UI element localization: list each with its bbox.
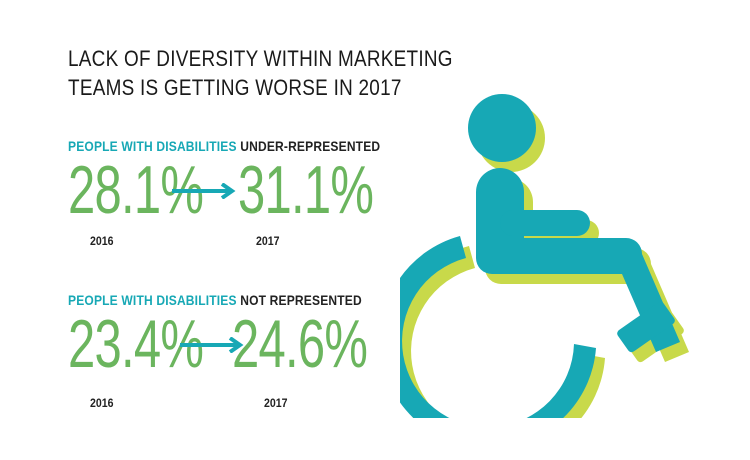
stat-heading: PEOPLE WITH DISABILITIES UNDER-REPRESENT… <box>68 138 380 154</box>
stat-not-represented: PEOPLE WITH DISABILITIES NOT REPRESENTED… <box>68 292 410 410</box>
page-title: LACK OF DIVERSITY WITHIN MARKETING TEAMS… <box>68 44 453 102</box>
arrow-right-icon <box>172 183 236 199</box>
stat-to-value: 24.6% <box>232 306 368 382</box>
stat-heading: PEOPLE WITH DISABILITIES NOT REPRESENTED <box>68 292 362 308</box>
stat-heading-highlight: PEOPLE WITH DISABILITIES <box>68 138 237 154</box>
stat-heading-label: NOT REPRESENTED <box>240 292 362 308</box>
stat-to-value: 31.1% <box>238 152 374 228</box>
stat-heading-label: UNDER-REPRESENTED <box>240 138 381 154</box>
stat-from-year: 2016 <box>90 234 114 248</box>
arrow-right-icon <box>180 337 244 353</box>
title-line-1: LACK OF DIVERSITY WITHIN MARKETING <box>68 46 453 71</box>
stat-under-represented: PEOPLE WITH DISABILITIES UNDER-REPRESENT… <box>68 138 431 248</box>
wheelchair-icon <box>400 94 689 418</box>
title-line-2: TEAMS IS GETTING WORSE IN 2017 <box>68 75 402 100</box>
stat-to-year: 2017 <box>256 234 280 248</box>
stat-from-year: 2016 <box>90 396 114 410</box>
stat-to-year: 2017 <box>264 396 288 410</box>
stat-heading-highlight: PEOPLE WITH DISABILITIES <box>68 292 237 308</box>
